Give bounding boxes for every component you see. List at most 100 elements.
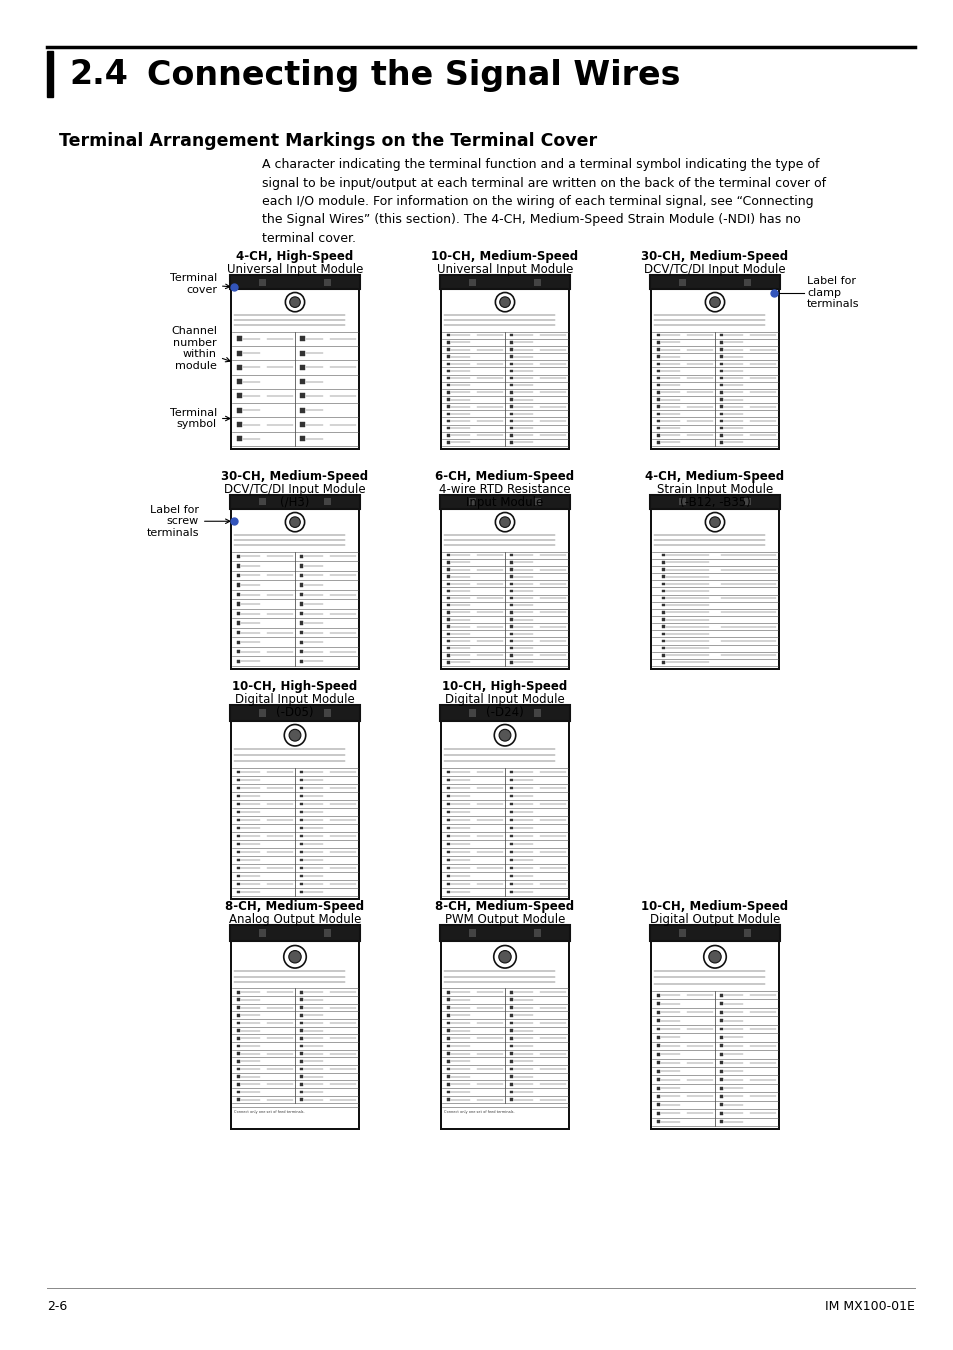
Bar bbox=[657, 1112, 659, 1115]
Bar bbox=[657, 1061, 659, 1064]
Text: Terminal Arrangement Markings on the Terminal Cover: Terminal Arrangement Markings on the Ter… bbox=[59, 132, 597, 150]
Bar bbox=[720, 1053, 722, 1056]
Bar bbox=[300, 1091, 302, 1094]
Bar bbox=[720, 398, 721, 401]
Bar bbox=[720, 333, 721, 336]
Bar bbox=[720, 1112, 722, 1115]
Bar bbox=[649, 275, 780, 289]
Bar bbox=[657, 1095, 659, 1098]
Bar bbox=[230, 941, 232, 1130]
Bar bbox=[236, 1022, 239, 1025]
Bar bbox=[510, 1006, 512, 1008]
Bar bbox=[447, 795, 450, 798]
Bar bbox=[300, 999, 302, 1002]
Bar bbox=[300, 555, 303, 558]
Bar bbox=[447, 802, 450, 806]
Bar bbox=[510, 787, 513, 790]
Bar bbox=[510, 1037, 512, 1040]
Bar bbox=[468, 709, 476, 717]
Bar bbox=[236, 1075, 239, 1077]
Bar bbox=[447, 826, 450, 829]
Bar bbox=[510, 435, 512, 436]
Bar bbox=[447, 420, 449, 423]
Bar bbox=[236, 612, 240, 616]
Bar bbox=[230, 1129, 359, 1130]
Bar bbox=[447, 653, 449, 656]
Bar bbox=[657, 1069, 659, 1073]
Bar bbox=[678, 929, 685, 937]
Bar bbox=[236, 436, 242, 441]
Bar bbox=[657, 420, 659, 423]
Circle shape bbox=[290, 297, 300, 308]
Bar bbox=[300, 867, 302, 869]
Bar bbox=[236, 574, 240, 578]
Bar bbox=[510, 1083, 512, 1085]
Text: 4-wire RTD Resistance: 4-wire RTD Resistance bbox=[438, 483, 570, 495]
Bar bbox=[649, 925, 780, 941]
Bar bbox=[236, 834, 239, 837]
Bar bbox=[447, 891, 450, 894]
Bar bbox=[447, 647, 449, 649]
Text: 2-6: 2-6 bbox=[47, 1300, 67, 1314]
Bar bbox=[236, 1037, 239, 1040]
Text: (/H3): (/H3) bbox=[280, 495, 310, 509]
Text: Digital Output Module: Digital Output Module bbox=[649, 913, 780, 926]
Bar bbox=[447, 603, 449, 606]
Circle shape bbox=[495, 513, 514, 532]
Bar bbox=[657, 398, 659, 401]
Bar bbox=[447, 999, 449, 1002]
Bar bbox=[236, 991, 239, 994]
Bar bbox=[447, 1075, 449, 1077]
Circle shape bbox=[289, 950, 301, 963]
Bar bbox=[510, 1052, 512, 1054]
Circle shape bbox=[703, 945, 725, 968]
Bar bbox=[510, 795, 513, 798]
Bar bbox=[236, 555, 240, 558]
Bar bbox=[236, 779, 239, 782]
Bar bbox=[778, 941, 780, 1130]
Bar bbox=[657, 1053, 659, 1056]
Bar bbox=[236, 593, 240, 597]
Bar bbox=[510, 1075, 512, 1077]
Bar bbox=[236, 1052, 239, 1054]
Bar bbox=[447, 1006, 449, 1008]
Bar bbox=[742, 498, 751, 505]
Bar bbox=[468, 278, 476, 285]
Bar bbox=[510, 392, 512, 394]
Bar bbox=[447, 363, 449, 365]
Text: 10-CH, High-Speed: 10-CH, High-Speed bbox=[233, 680, 357, 693]
Text: Digital Input Module: Digital Input Module bbox=[445, 693, 564, 706]
Bar bbox=[236, 1045, 239, 1048]
Text: 8-CH, Medium-Speed: 8-CH, Medium-Speed bbox=[225, 900, 364, 913]
Circle shape bbox=[494, 725, 516, 747]
Bar bbox=[447, 1068, 449, 1071]
Bar bbox=[510, 1068, 512, 1071]
Bar bbox=[447, 842, 450, 845]
Bar bbox=[300, 393, 305, 398]
Bar bbox=[300, 436, 305, 441]
Bar bbox=[720, 1027, 722, 1030]
Bar bbox=[300, 1075, 302, 1077]
Bar bbox=[661, 647, 664, 649]
Bar bbox=[657, 435, 659, 436]
Bar bbox=[657, 355, 659, 358]
Bar bbox=[510, 405, 512, 408]
Bar bbox=[300, 621, 303, 625]
Circle shape bbox=[284, 725, 305, 747]
Bar bbox=[439, 495, 569, 509]
Bar bbox=[300, 834, 302, 837]
Bar bbox=[657, 383, 659, 386]
Bar bbox=[447, 625, 449, 628]
Circle shape bbox=[283, 945, 306, 968]
Bar bbox=[236, 621, 240, 625]
Bar bbox=[236, 379, 242, 385]
Bar bbox=[510, 1091, 512, 1094]
Bar bbox=[258, 278, 266, 285]
Bar bbox=[230, 275, 359, 289]
Bar bbox=[236, 336, 242, 342]
Bar bbox=[720, 392, 721, 394]
Bar bbox=[236, 583, 240, 587]
Bar bbox=[661, 597, 664, 599]
Bar bbox=[510, 413, 512, 414]
Circle shape bbox=[704, 513, 724, 532]
